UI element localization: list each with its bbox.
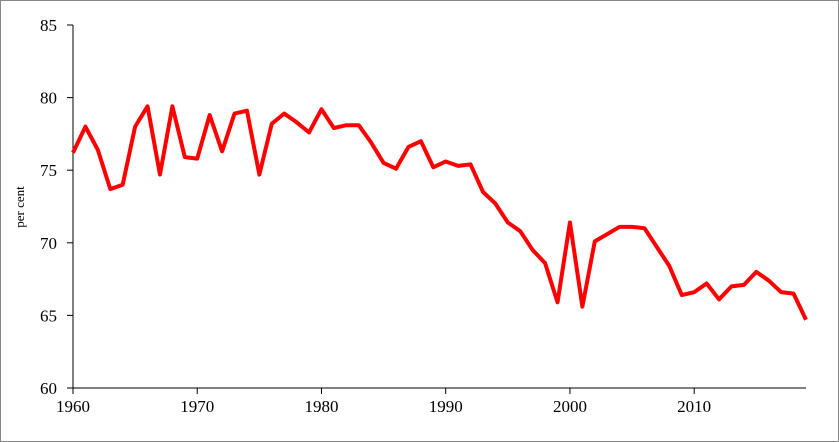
y-tick-label: 75 (40, 161, 57, 180)
y-tick-label: 65 (40, 306, 57, 325)
x-tick-label: 1960 (56, 397, 90, 416)
x-tick-label: 2010 (677, 397, 711, 416)
y-tick-label: 70 (40, 234, 57, 253)
y-tick-label: 80 (40, 89, 57, 108)
x-tick-label: 1980 (304, 397, 338, 416)
x-tick-label: 1970 (180, 397, 214, 416)
y-axis-label: per cent (12, 186, 27, 228)
y-tick-label: 85 (40, 16, 57, 35)
x-tick-label: 1990 (429, 397, 463, 416)
y-tick-label: 60 (40, 379, 57, 398)
data-line (71, 104, 808, 321)
x-tick-label: 2000 (553, 397, 587, 416)
